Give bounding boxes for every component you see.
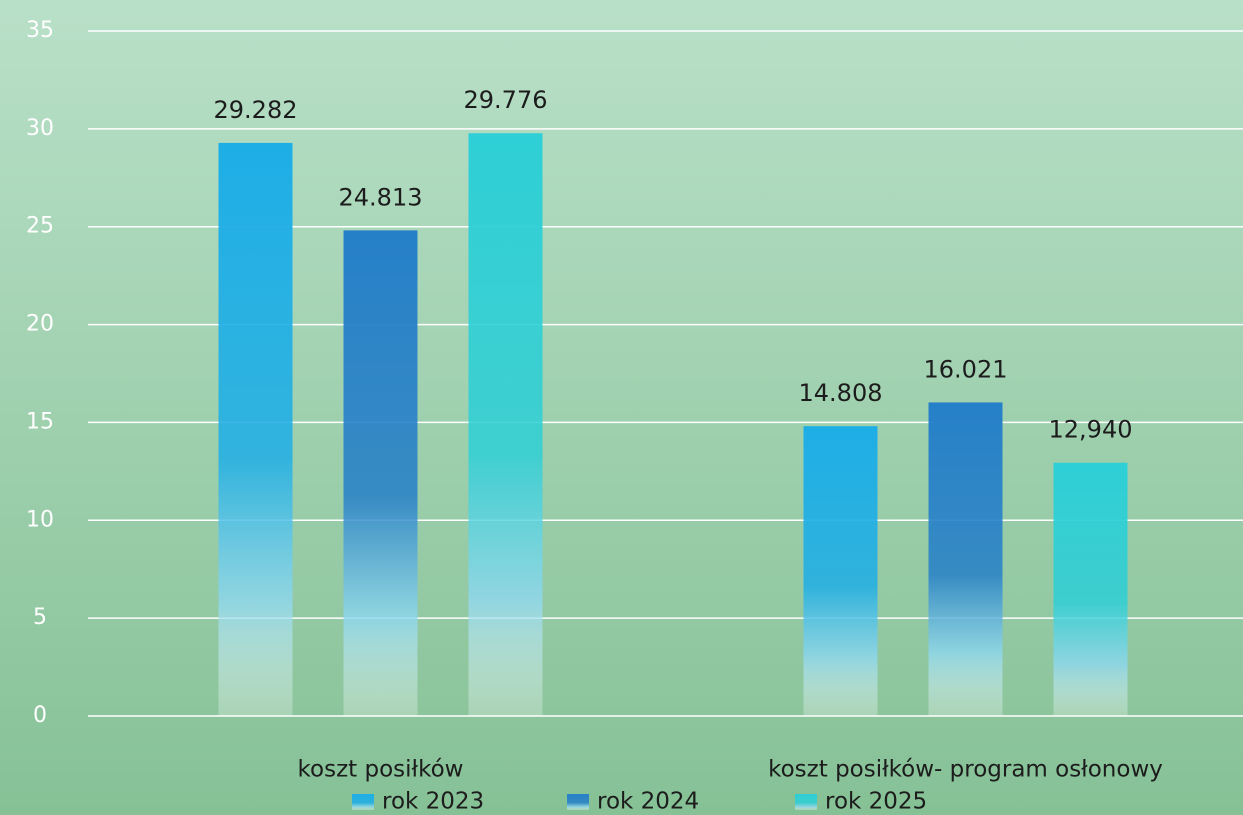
legend-label: rok 2023 (382, 789, 484, 815)
data-label: 16.021 (924, 355, 1008, 383)
y-tick-label: 0 (33, 703, 47, 728)
y-tick-label: 35 (26, 18, 54, 43)
y-tick-label: 30 (26, 116, 54, 141)
legend-swatch (352, 794, 374, 810)
y-tick-label: 15 (26, 409, 54, 434)
data-label: 12,940 (1049, 416, 1133, 444)
x-tick-label: koszt posiłków- program osłonowy (768, 757, 1163, 783)
bar (468, 133, 543, 716)
legend-swatch (795, 794, 817, 810)
y-tick-label: 10 (26, 507, 54, 532)
legend-label: rok 2024 (597, 789, 699, 815)
bar (218, 142, 293, 716)
bar (1053, 462, 1128, 716)
legend-swatch (567, 794, 589, 810)
legend-label: rok 2025 (825, 789, 927, 815)
data-label: 29.776 (464, 86, 548, 114)
y-tick-label: 20 (26, 312, 54, 337)
bar (343, 230, 418, 716)
data-label: 29.282 (214, 96, 298, 124)
data-label: 24.813 (339, 183, 423, 211)
bar (928, 402, 1003, 716)
x-tick-label: koszt posiłków (298, 757, 464, 783)
y-tick-label: 25 (26, 214, 54, 239)
data-label: 14.808 (799, 379, 883, 407)
y-tick-label: 5 (33, 605, 47, 630)
bar (803, 426, 878, 716)
